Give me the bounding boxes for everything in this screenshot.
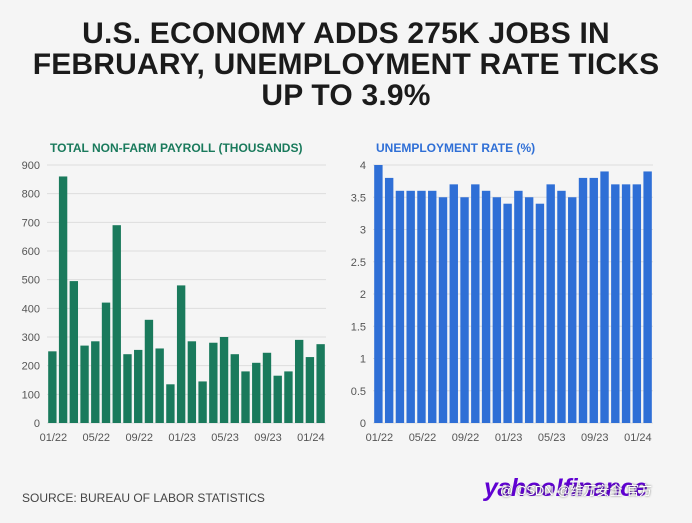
unemployment-bar bbox=[557, 190, 566, 423]
payroll-y-tick-label: 600 bbox=[22, 246, 40, 258]
payroll-y-tick-label: 200 bbox=[22, 361, 40, 373]
unemployment-y-tick-label: 1.5 bbox=[351, 321, 366, 333]
payroll-x-tick-label: 01/23 bbox=[168, 432, 196, 444]
payroll-bar bbox=[48, 351, 57, 423]
unemployment-bar bbox=[600, 171, 609, 423]
unemployment-bar bbox=[460, 197, 469, 423]
unemployment-bar bbox=[492, 197, 502, 423]
unemployment-bar bbox=[632, 184, 642, 423]
payroll-x-tick-label: 05/22 bbox=[83, 432, 111, 444]
payroll-bar bbox=[80, 345, 89, 423]
payroll-bar bbox=[155, 348, 164, 423]
payroll-x-tick-label: 05/23 bbox=[211, 432, 239, 444]
unemployment-x-tick-label: 01/22 bbox=[366, 432, 394, 444]
unemployment-x-tick-label: 01/23 bbox=[495, 432, 523, 444]
payroll-bar bbox=[123, 354, 132, 423]
payroll-bar bbox=[91, 341, 100, 423]
payroll-x-tick-label: 01/24 bbox=[297, 432, 325, 444]
payroll-bar bbox=[166, 384, 175, 423]
payroll-chart-title: TOTAL NON-FARM PAYROLL (THOUSANDS) bbox=[50, 141, 303, 155]
unemployment-y-tick-label: 0 bbox=[360, 418, 366, 430]
unemployment-x-tick-label: 09/23 bbox=[581, 432, 609, 444]
unemployment-bar bbox=[611, 184, 620, 423]
unemployment-x-tick-label: 09/22 bbox=[452, 432, 480, 444]
unemployment-bar bbox=[535, 203, 545, 423]
payroll-y-tick-label: 500 bbox=[22, 275, 40, 287]
unemployment-bar bbox=[503, 203, 512, 423]
payroll-bar bbox=[316, 344, 325, 423]
unemployment-x-tick-label: 05/22 bbox=[409, 432, 437, 444]
unemployment-bar bbox=[417, 190, 426, 423]
unemployment-bar bbox=[546, 184, 555, 423]
payroll-chart: 0 100 200 300 400 500 600 700 800 900 01/22 05/22 09… bbox=[22, 160, 326, 444]
unemployment-bar bbox=[428, 190, 437, 423]
unemployment-y-tick-label: 4 bbox=[360, 160, 366, 172]
payroll-y-tick-label: 400 bbox=[22, 303, 40, 315]
payroll-bar bbox=[58, 176, 68, 423]
payroll-y-tick-label: 300 bbox=[22, 332, 40, 344]
payroll-x-tick-label: 09/23 bbox=[254, 432, 282, 444]
unemployment-x-tick-label: 05/23 bbox=[538, 432, 566, 444]
payroll-y-tick-label: 700 bbox=[22, 217, 40, 229]
unemployment-bar bbox=[524, 197, 534, 423]
payroll-bar bbox=[241, 371, 250, 423]
payroll-x-tick-label: 01/22 bbox=[40, 432, 68, 444]
payroll-x-tick-label: 09/22 bbox=[125, 432, 153, 444]
unemployment-x-tick-label: 01/24 bbox=[624, 432, 652, 444]
payroll-bar bbox=[209, 342, 218, 423]
payroll-bar bbox=[134, 349, 143, 423]
unemployment-y-tick-label: 0.5 bbox=[351, 386, 366, 398]
unemployment-bar bbox=[621, 184, 631, 423]
unemployment-bar bbox=[578, 177, 588, 423]
unemployment-bar bbox=[395, 190, 405, 423]
payroll-bar bbox=[101, 302, 111, 423]
unemployment-bar bbox=[406, 190, 415, 423]
payroll-bar bbox=[284, 371, 293, 423]
source-note: SOURCE: BUREAU OF LABOR STATISTICS bbox=[22, 491, 265, 505]
unemployment-bar bbox=[481, 190, 491, 423]
payroll-y-tick-label: 800 bbox=[22, 189, 40, 201]
payroll-bar bbox=[252, 362, 261, 423]
unemployment-bar bbox=[471, 184, 480, 423]
unemployment-bar bbox=[589, 177, 598, 423]
payroll-bar bbox=[198, 381, 207, 423]
payroll-bar bbox=[230, 354, 239, 423]
watermark: @ CSDN @维万安全 官方 bbox=[500, 483, 653, 498]
payroll-bar bbox=[112, 225, 121, 423]
payroll-y-tick-label: 100 bbox=[22, 389, 40, 401]
payroll-bar bbox=[144, 319, 154, 423]
payroll-bar bbox=[305, 357, 315, 423]
payroll-bar bbox=[273, 375, 282, 423]
unemployment-bar bbox=[449, 184, 458, 423]
unemployment-y-tick-label: 2.5 bbox=[351, 257, 366, 269]
unemployment-bar bbox=[643, 171, 652, 423]
headline: U.S. ECONOMY ADDS 275K JOBS IN FEBRUARY,… bbox=[32, 17, 660, 112]
unemployment-bar bbox=[374, 165, 383, 423]
payroll-bar bbox=[187, 341, 197, 423]
unemployment-y-tick-label: 2 bbox=[360, 289, 366, 301]
payroll-bar bbox=[69, 281, 79, 423]
payroll-y-tick-label: 0 bbox=[34, 418, 40, 430]
unemployment-bar bbox=[514, 190, 523, 423]
payroll-y-tick-label: 900 bbox=[22, 160, 40, 172]
payroll-bar bbox=[176, 285, 186, 423]
payroll-bar bbox=[294, 339, 304, 423]
unemployment-chart-title: UNEMPLOYMENT RATE (%) bbox=[376, 141, 536, 155]
unemployment-chart: 0 0.5 1 1.5 2 2.5 3 3.5 4 01/22 05/22 09/22 01/23 05/… bbox=[351, 160, 653, 444]
unemployment-bar bbox=[384, 177, 394, 423]
unemployment-y-tick-label: 3 bbox=[360, 225, 366, 237]
payroll-bar bbox=[262, 352, 272, 423]
payroll-bar bbox=[219, 337, 229, 423]
unemployment-y-tick-label: 1 bbox=[360, 354, 366, 366]
unemployment-bar bbox=[438, 197, 448, 423]
unemployment-y-tick-label: 3.5 bbox=[351, 192, 366, 204]
yahoo-finance-logo[interactable]: yahoo!finance bbox=[484, 474, 647, 502]
unemployment-bar bbox=[568, 197, 577, 423]
